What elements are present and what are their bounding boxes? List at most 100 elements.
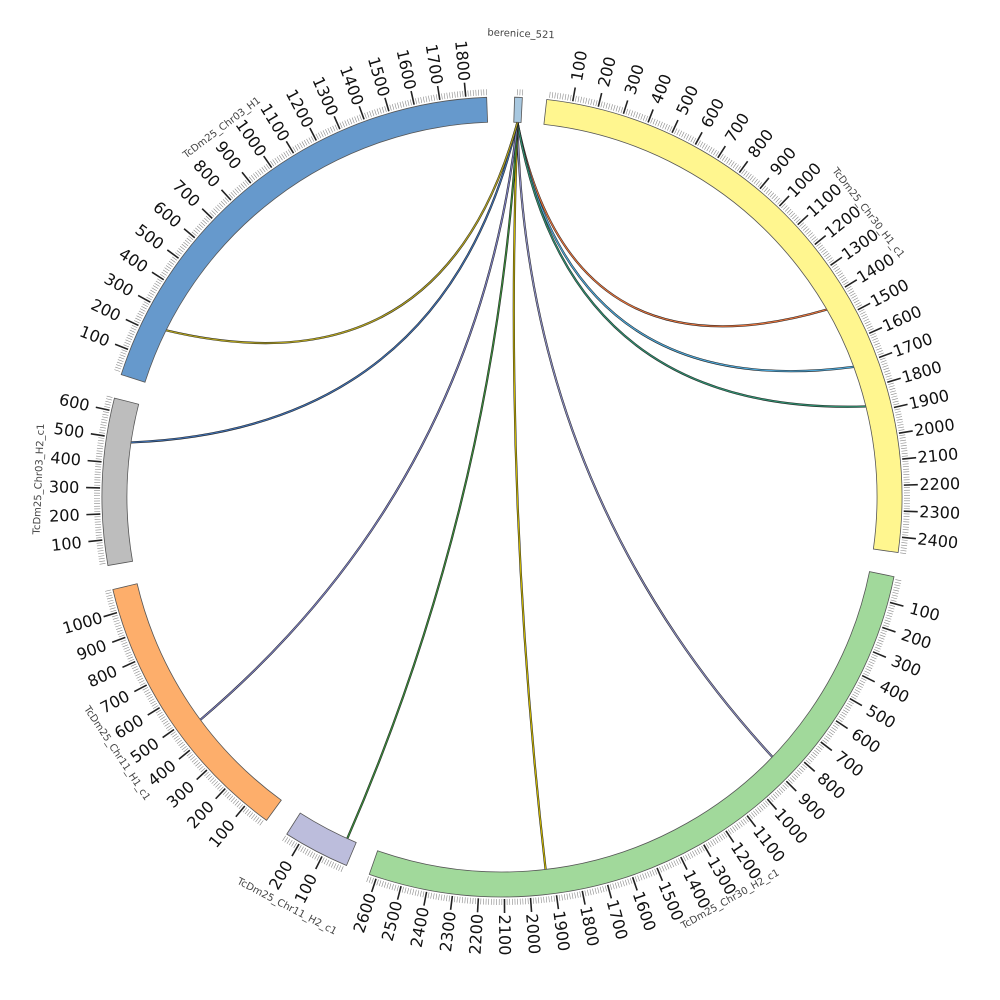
minor-tick	[640, 113, 644, 120]
minor-tick	[142, 687, 149, 691]
minor-tick	[805, 759, 811, 765]
minor-tick	[304, 849, 309, 855]
tick-label: 2600	[349, 891, 380, 936]
minor-tick	[609, 884, 613, 891]
minor-tick	[638, 113, 641, 119]
minor-tick	[857, 684, 863, 688]
minor-tick	[257, 818, 262, 824]
minor-tick	[883, 622, 890, 625]
minor-tick	[732, 826, 737, 832]
minor-tick	[753, 178, 758, 184]
minor-tick	[875, 345, 881, 349]
minor-tick	[250, 175, 256, 181]
minor-tick	[817, 745, 823, 751]
minor-tick	[129, 329, 136, 333]
minor-tick	[673, 860, 677, 867]
minor-tick	[575, 95, 577, 102]
minor-tick	[104, 403, 111, 406]
minor-tick	[753, 810, 758, 816]
minor-tick	[627, 878, 630, 885]
minor-tick	[376, 108, 380, 115]
minor-tick	[188, 754, 194, 759]
minor-tick	[787, 779, 793, 784]
minor-tick	[649, 870, 653, 877]
minor-tick	[793, 216, 799, 222]
major-tick	[114, 343, 129, 351]
minor-tick	[354, 116, 358, 123]
minor-tick	[95, 458, 102, 460]
major-tick	[201, 208, 213, 219]
minor-tick	[381, 881, 384, 887]
tick-label: 500	[127, 734, 163, 767]
minor-tick	[655, 119, 658, 126]
minor-tick	[853, 299, 860, 304]
minor-tick	[825, 255, 831, 260]
minor-tick	[738, 821, 743, 827]
major-tick	[147, 707, 161, 716]
minor-tick	[137, 313, 144, 317]
minor-tick	[647, 871, 650, 878]
minor-tick	[118, 356, 125, 360]
minor-tick	[165, 265, 172, 270]
link-line	[513, 122, 547, 870]
minor-tick	[119, 354, 126, 357]
minor-tick	[879, 357, 886, 361]
minor-tick	[136, 315, 143, 319]
minor-tick	[402, 101, 405, 108]
tick-label: 700	[97, 686, 133, 717]
minor-tick	[874, 342, 880, 346]
minor-tick	[244, 179, 249, 185]
minor-tick	[97, 445, 104, 447]
minor-tick	[792, 214, 797, 220]
major-tick	[680, 856, 688, 870]
major-tick	[703, 844, 712, 858]
minor-tick	[228, 193, 234, 199]
minor-tick	[204, 217, 209, 223]
minor-tick	[276, 156, 281, 162]
link-7	[130, 122, 519, 444]
minor-tick	[885, 617, 892, 620]
minor-tick	[96, 453, 103, 455]
segment-TcDm25_Chr30_H2_c1	[368, 571, 895, 898]
major-tick	[868, 326, 883, 335]
minor-tick	[217, 784, 222, 790]
minor-tick	[232, 798, 238, 804]
minor-tick	[234, 800, 240, 806]
major-tick	[133, 684, 148, 693]
minor-tick	[856, 686, 862, 691]
minor-tick	[744, 817, 749, 823]
minor-tick	[399, 101, 402, 108]
tick-label: 1400	[336, 63, 368, 108]
minor-tick	[435, 893, 438, 900]
major-tick	[95, 406, 110, 412]
link-line	[346, 122, 519, 839]
minor-tick	[866, 665, 873, 669]
tick-label: 100	[907, 599, 941, 625]
minor-tick	[302, 847, 307, 854]
tick-label: 1700	[422, 43, 447, 86]
minor-tick	[724, 156, 728, 163]
major-tick	[215, 788, 226, 800]
minor-tick	[599, 886, 602, 893]
minor-tick	[613, 104, 616, 111]
minor-tick	[150, 700, 156, 705]
minor-tick	[371, 110, 375, 117]
minor-tick	[796, 769, 802, 775]
major-tick	[725, 830, 735, 843]
minor-tick	[852, 693, 858, 698]
minor-tick	[667, 124, 671, 131]
minor-tick	[676, 129, 680, 136]
minor-tick	[755, 180, 760, 186]
minor-tick	[819, 246, 825, 251]
minor-tick	[175, 252, 181, 257]
minor-tick	[723, 832, 728, 838]
minor-tick	[877, 639, 884, 643]
minor-tick	[705, 843, 710, 849]
minor-tick	[170, 731, 176, 736]
minor-tick	[176, 250, 182, 255]
minor-tick	[366, 876, 369, 882]
minor-tick	[841, 711, 847, 716]
minor-tick	[117, 359, 124, 362]
tick-label: 600	[848, 724, 884, 757]
minor-tick	[716, 836, 721, 842]
